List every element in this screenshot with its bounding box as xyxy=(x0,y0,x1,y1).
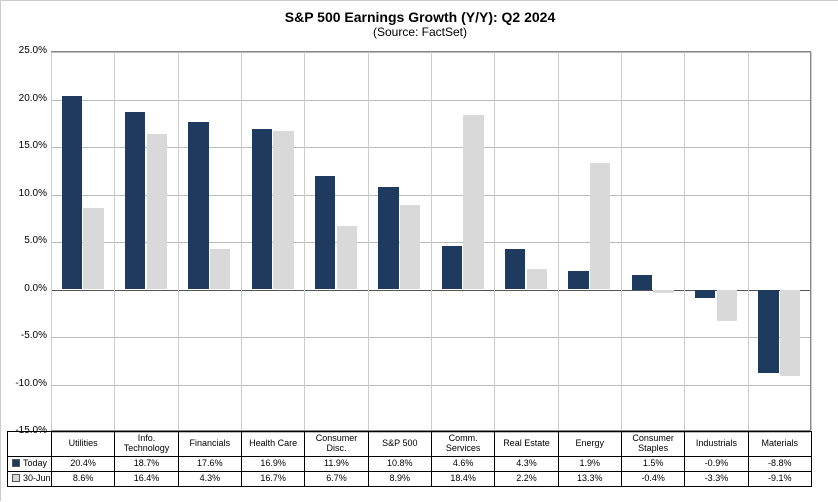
category-separator xyxy=(368,52,369,430)
table-cell: 18.7% xyxy=(115,456,178,471)
table-row-header: 30-Jun xyxy=(8,471,52,486)
y-axis-label: -10.0% xyxy=(7,378,47,389)
bar-30-jun xyxy=(717,290,737,321)
bar-today xyxy=(632,275,652,289)
table-cell: 1.9% xyxy=(558,456,621,471)
legend-swatch xyxy=(12,474,20,482)
bar-today xyxy=(758,290,778,374)
table-column-header: Financials xyxy=(178,432,241,457)
bar-today xyxy=(62,96,82,290)
y-axis-label: -5.0% xyxy=(7,330,47,341)
table-cell: 16.9% xyxy=(241,456,304,471)
table-column-header: Utilities xyxy=(52,432,115,457)
bar-today xyxy=(568,271,588,289)
bar-30-jun xyxy=(83,208,103,290)
bar-30-jun xyxy=(210,249,230,290)
bar-30-jun xyxy=(273,131,293,290)
series-name: 30-Jun xyxy=(23,473,51,483)
table-cell: 11.9% xyxy=(305,456,368,471)
table-cell: 17.6% xyxy=(178,456,241,471)
table-column-header: Comm.Services xyxy=(431,432,494,457)
table-cell: 1.5% xyxy=(621,456,684,471)
bar-30-jun xyxy=(527,269,547,290)
table-column-header: Materials xyxy=(748,432,811,457)
table-cell: 6.7% xyxy=(305,471,368,486)
bar-30-jun xyxy=(780,290,800,376)
y-axis-label: 0.0% xyxy=(7,283,47,294)
bar-today xyxy=(378,187,398,290)
bar-today xyxy=(442,246,462,290)
table-cell: 4.3% xyxy=(495,456,558,471)
bar-30-jun xyxy=(337,226,357,290)
category-separator xyxy=(304,52,305,430)
category-separator xyxy=(114,52,115,430)
bar-today xyxy=(505,249,525,290)
category-separator xyxy=(811,52,812,430)
table-cell: -9.1% xyxy=(748,471,811,486)
bar-today xyxy=(695,290,715,299)
table-cell: 16.4% xyxy=(115,471,178,486)
chart-title: S&P 500 Earnings Growth (Y/Y): Q2 2024 xyxy=(1,1,838,25)
table-column-header: ConsumerDisc. xyxy=(305,432,368,457)
table-column-header: Industrials xyxy=(685,432,748,457)
category-separator xyxy=(621,52,622,430)
plot-area xyxy=(51,51,811,431)
table-cell: 18.4% xyxy=(431,471,494,486)
table-cell: -0.4% xyxy=(621,471,684,486)
category-separator xyxy=(178,52,179,430)
table-row-header: Today xyxy=(8,456,52,471)
table-cell: 20.4% xyxy=(52,456,115,471)
category-separator xyxy=(684,52,685,430)
y-axis-label: 5.0% xyxy=(7,235,47,246)
table-column-header: Info.Technology xyxy=(115,432,178,457)
data-table: UtilitiesInfo.TechnologyFinancialsHealth… xyxy=(7,431,812,487)
table-cell: -0.9% xyxy=(685,456,748,471)
table-cell: -3.3% xyxy=(685,471,748,486)
category-separator xyxy=(748,52,749,430)
table-column-header: Real Estate xyxy=(495,432,558,457)
table-cell: 2.2% xyxy=(495,471,558,486)
table-cell: 8.6% xyxy=(52,471,115,486)
category-separator xyxy=(241,52,242,430)
bar-today xyxy=(252,129,272,290)
table-column-header: Health Care xyxy=(241,432,304,457)
y-axis-label: -15.0% xyxy=(7,425,47,436)
bar-today xyxy=(188,122,208,289)
bar-today xyxy=(125,112,145,290)
y-axis-label: 25.0% xyxy=(7,45,47,56)
category-separator xyxy=(431,52,432,430)
y-axis-label: 20.0% xyxy=(7,93,47,104)
bar-30-jun xyxy=(653,290,673,294)
table-cell: 16.7% xyxy=(241,471,304,486)
bar-30-jun xyxy=(400,205,420,290)
bar-30-jun xyxy=(463,115,483,290)
table-column-header: Energy xyxy=(558,432,621,457)
table-cell: 10.8% xyxy=(368,456,431,471)
category-separator xyxy=(558,52,559,430)
legend-swatch xyxy=(12,459,20,467)
bar-30-jun xyxy=(147,134,167,290)
table-column-header: ConsumerStaples xyxy=(621,432,684,457)
table-cell: 4.6% xyxy=(431,456,494,471)
bar-today xyxy=(315,176,335,289)
table-cell: -8.8% xyxy=(748,456,811,471)
table-cell: 13.3% xyxy=(558,471,621,486)
series-name: Today xyxy=(23,458,47,468)
y-axis-label: 15.0% xyxy=(7,140,47,151)
category-separator xyxy=(494,52,495,430)
table-cell: 4.3% xyxy=(178,471,241,486)
chart-subtitle: (Source: FactSet) xyxy=(1,25,838,43)
table-cell: 8.9% xyxy=(368,471,431,486)
chart-container: { "chart": { "type": "bar-grouped", "tit… xyxy=(1,1,838,502)
table-column-header: S&P 500 xyxy=(368,432,431,457)
bar-30-jun xyxy=(590,163,610,289)
category-separator xyxy=(51,52,52,430)
y-axis-label: 10.0% xyxy=(7,188,47,199)
